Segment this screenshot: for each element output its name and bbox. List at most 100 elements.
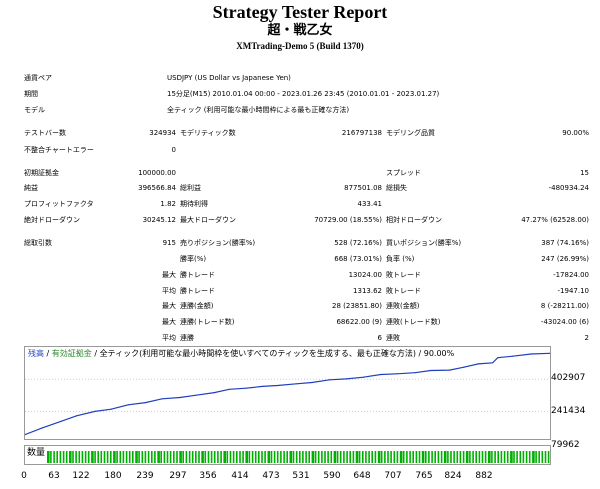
stat-cell: 90.00% xyxy=(562,129,589,137)
volume-bar xyxy=(333,451,337,463)
volume-bar xyxy=(384,451,386,463)
volume-bar xyxy=(506,451,509,463)
volume-bar xyxy=(431,451,433,463)
stat-cell: 915 xyxy=(162,239,176,247)
volume-bar xyxy=(453,451,455,463)
x-tick-label: 531 xyxy=(292,471,310,481)
volume-bar xyxy=(311,451,315,463)
x-tick-label: 473 xyxy=(262,471,280,481)
stat-cell: 216797138 xyxy=(341,129,382,137)
balance-point xyxy=(430,369,432,372)
stat-cell: 負率 (%) xyxy=(386,255,415,263)
stat-cell: -1947.10 xyxy=(557,287,589,295)
volume-bar xyxy=(528,451,531,463)
stat-cell: 528 (72.16%) xyxy=(334,239,382,247)
volume-bar xyxy=(226,451,229,463)
stat-cell: 全ティック (利用可能な最小時間枠による最も正確な方法) xyxy=(167,106,350,114)
volume-bar xyxy=(497,451,499,463)
x-tick-label: 239 xyxy=(136,471,154,481)
volume-bar xyxy=(283,451,285,463)
volume-bar xyxy=(75,451,77,463)
chart-caption: 残高 / 有効証拠金 / 全ティック(利用可能な最小時間枠を使いすべてのティック… xyxy=(28,349,454,359)
volume-bar xyxy=(475,451,477,463)
volume-bar xyxy=(62,451,65,463)
volume-bar xyxy=(56,451,58,463)
volume-bar xyxy=(154,451,156,463)
stat-cell: 396566.84 xyxy=(138,184,176,192)
volume-bar xyxy=(160,451,162,463)
volume-bar xyxy=(236,451,238,463)
volume-bar xyxy=(128,451,131,463)
volume-bar xyxy=(116,451,118,463)
volume-bar xyxy=(295,451,298,463)
stat-cell: 平均 xyxy=(162,287,176,295)
volume-bar xyxy=(210,451,213,463)
volume-bar xyxy=(368,451,370,463)
volume-bar xyxy=(425,451,427,463)
volume-bar xyxy=(113,451,116,463)
volume-bar xyxy=(314,451,317,463)
balance-point xyxy=(261,385,264,387)
x-tick-label: 765 xyxy=(415,471,433,481)
volume-bar xyxy=(135,451,138,463)
stat-cell: 70729.00 (18.55%) xyxy=(314,216,382,224)
volume-bar xyxy=(97,451,99,463)
volume-bar xyxy=(100,451,103,463)
balance-point xyxy=(396,373,398,375)
volume-bar xyxy=(365,451,367,463)
volume-bar xyxy=(125,451,128,463)
balance-point xyxy=(311,381,313,384)
stat-cell: 勝トレード xyxy=(180,287,215,295)
volume-bar xyxy=(478,451,481,463)
volume-bar xyxy=(308,451,310,463)
volume-bar xyxy=(276,451,279,463)
volume-bar xyxy=(412,451,414,463)
volume-bar xyxy=(541,451,544,463)
volume-bar xyxy=(330,451,333,463)
stat-cell: 連勝(トレード数) xyxy=(180,318,235,326)
volume-bar xyxy=(346,451,348,463)
balance-point xyxy=(449,369,451,371)
volume-bar xyxy=(213,451,216,463)
stat-cell: 勝率(%) xyxy=(180,255,207,263)
volume-bar xyxy=(81,451,84,463)
volume-bar xyxy=(91,451,94,463)
x-tick-label: 356 xyxy=(199,471,217,481)
volume-bar xyxy=(289,451,293,463)
volume-bar xyxy=(321,451,323,463)
volume-bar xyxy=(456,451,459,463)
stat-cell: 877501.08 xyxy=(344,184,382,192)
volume-bar xyxy=(254,451,257,463)
stat-cell: 15 xyxy=(580,169,589,177)
balance-point xyxy=(213,392,215,394)
stat-cell: 2 xyxy=(584,334,589,342)
volume-bar xyxy=(204,451,207,463)
stat-cell: モデリング品質 xyxy=(386,129,435,137)
stat-cell: 433.41 xyxy=(357,200,383,208)
volume-bar xyxy=(336,451,339,463)
volume-bar xyxy=(242,451,244,463)
ea-name: 超・戦乙女 xyxy=(267,23,333,38)
volume-bar xyxy=(299,451,301,463)
stat-cell: 1313.62 xyxy=(353,287,382,295)
volume-bar xyxy=(122,451,125,463)
stat-cell: 連勝(金額) xyxy=(180,302,214,310)
volume-bar xyxy=(488,451,491,463)
stat-cell: スプレッド xyxy=(386,169,421,177)
stat-cell: -43024.00 (6) xyxy=(540,318,589,326)
volume-bar xyxy=(428,451,430,463)
server-build: XMTrading-Demo 5 (Build 1370) xyxy=(236,41,364,51)
volume-bar xyxy=(223,451,226,463)
balance-point xyxy=(329,379,331,381)
volume-bar xyxy=(503,451,506,463)
balance-point xyxy=(477,363,479,365)
balance-point xyxy=(245,387,247,389)
balance-point xyxy=(380,373,382,376)
volume-bar xyxy=(261,451,263,463)
volume-bar xyxy=(239,451,241,463)
volume-bar xyxy=(220,451,222,463)
volume-bar xyxy=(343,451,345,463)
volume-bar xyxy=(267,451,271,463)
stat-cell: 最大 xyxy=(162,302,176,310)
balance-point xyxy=(295,383,297,385)
